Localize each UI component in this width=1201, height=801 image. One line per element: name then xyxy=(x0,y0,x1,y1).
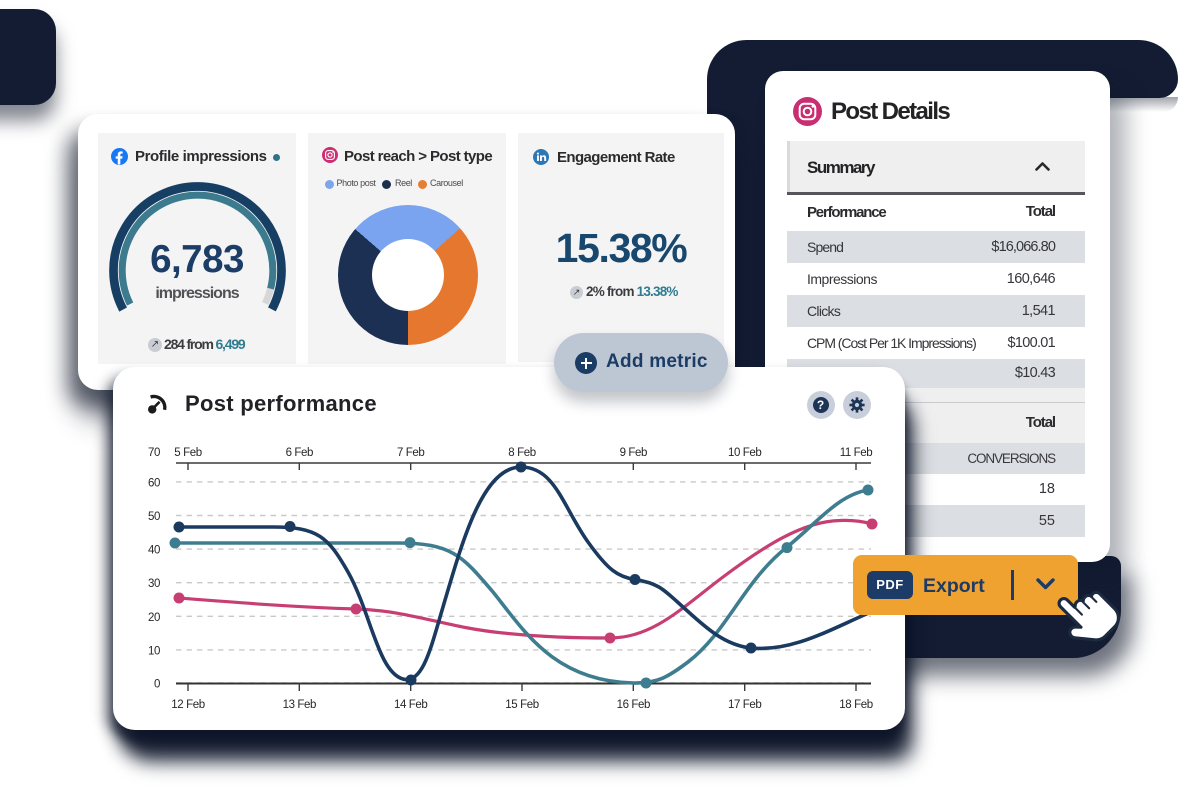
svg-text:14 Feb: 14 Feb xyxy=(394,699,427,711)
svg-text:13 Feb: 13 Feb xyxy=(283,699,316,711)
svg-text:18 Feb: 18 Feb xyxy=(839,699,872,711)
svg-text:15 Feb: 15 Feb xyxy=(505,699,538,711)
svg-text:11 Feb: 11 Feb xyxy=(840,447,873,459)
svg-text:30: 30 xyxy=(148,578,160,590)
svg-text:5 Feb: 5 Feb xyxy=(174,447,201,459)
svg-text:17 Feb: 17 Feb xyxy=(728,699,761,711)
svg-text:60: 60 xyxy=(148,477,160,489)
svg-text:9 Feb: 9 Feb xyxy=(620,447,647,459)
svg-text:50: 50 xyxy=(148,511,160,523)
svg-text:16 Feb: 16 Feb xyxy=(617,699,650,711)
svg-text:12 Feb: 12 Feb xyxy=(171,699,204,711)
svg-text:7 Feb: 7 Feb xyxy=(397,447,424,459)
svg-text:10: 10 xyxy=(148,645,160,657)
svg-text:40: 40 xyxy=(148,545,160,557)
svg-text:8 Feb: 8 Feb xyxy=(508,447,535,459)
svg-text:10 Feb: 10 Feb xyxy=(728,447,761,459)
svg-text:70: 70 xyxy=(148,447,160,459)
svg-text:20: 20 xyxy=(148,612,160,624)
svg-text:0: 0 xyxy=(154,679,160,691)
svg-text:6 Feb: 6 Feb xyxy=(286,447,313,459)
